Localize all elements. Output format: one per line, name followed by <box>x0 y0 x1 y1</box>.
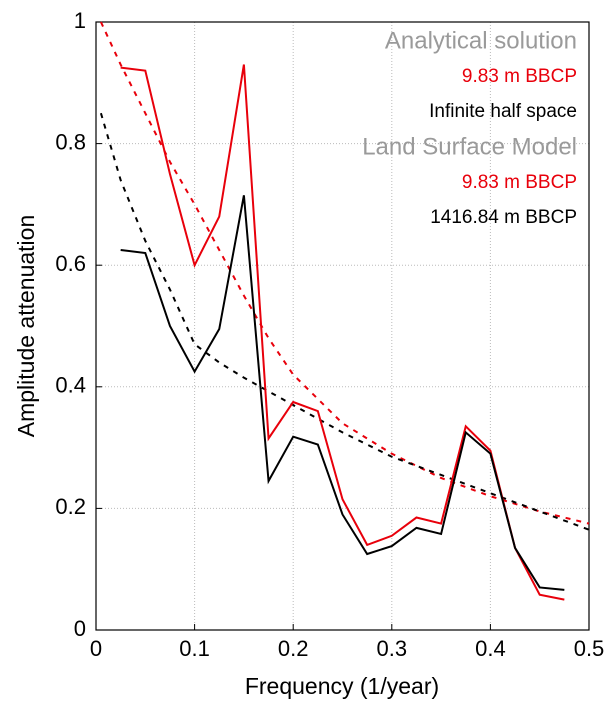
x-tick-label: 0.1 <box>179 636 210 661</box>
data-line <box>99 112 590 531</box>
plot-frame <box>95 21 590 631</box>
x-tick-label: 0.4 <box>475 636 506 661</box>
legend-title: Land Surface Model <box>362 133 577 160</box>
legend-entry: 1416.84 m BBCP <box>430 207 577 228</box>
legend-entry: 9.83 m BBCP <box>462 172 577 193</box>
y-tick-label: 0.8 <box>55 129 86 154</box>
legend-entry: 9.83 m BBCP <box>462 66 577 87</box>
y-tick-label: 1 <box>74 8 86 33</box>
legend-entry: Infinite half space <box>429 101 577 122</box>
data-line <box>120 64 565 601</box>
x-tick-label: 0.5 <box>574 636 605 661</box>
x-axis-label: Frequency (1/year) <box>245 673 439 699</box>
x-tick-label: 0 <box>90 636 102 661</box>
y-axis-label: Amplitude attenuation <box>13 215 39 438</box>
y-tick-label: 0 <box>74 616 86 641</box>
x-tick-label: 0.2 <box>278 636 309 661</box>
data-line <box>120 195 565 591</box>
legend-title: Analytical solution <box>385 27 577 54</box>
y-tick-label: 0.2 <box>55 494 86 519</box>
y-tick-label: 0.4 <box>55 373 86 398</box>
data-line <box>100 21 590 525</box>
y-tick-label: 0.6 <box>55 251 86 276</box>
x-tick-label: 0.3 <box>377 636 408 661</box>
